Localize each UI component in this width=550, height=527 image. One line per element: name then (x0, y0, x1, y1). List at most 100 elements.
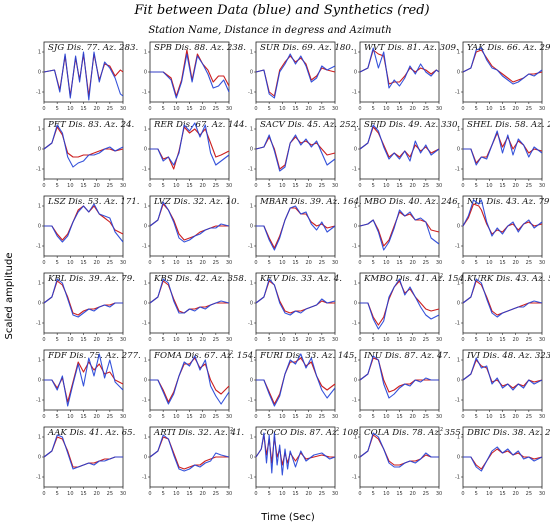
panel-label: FDF Dis. 75. Az. 277. (47, 351, 141, 361)
x-tick-label: 15 (80, 183, 86, 189)
panel: SACV Dis. 45. Az. 252.10-10 5 10 15 20 25 30 (248, 118, 359, 189)
y-tick-label: 1 (457, 50, 460, 56)
x-tick-label: 5 (268, 106, 271, 112)
x-tick-label: 5 (372, 414, 375, 420)
x-tick-label: 30 (436, 337, 442, 343)
x-tick-label: 10 (279, 414, 285, 420)
x-tick-label: 25 (423, 106, 429, 112)
x-tick-label: 10 (383, 106, 389, 112)
synthetic-series-line (43, 280, 123, 316)
x-tick-label: 10 (279, 337, 285, 343)
panel-label: KBS Dis. 42. Az. 358. (153, 274, 247, 284)
data-series-line (462, 278, 543, 318)
x-tick-label: 20 (199, 260, 205, 266)
y-tick-label: 1 (457, 358, 460, 364)
x-tick-label: 15 (396, 106, 402, 112)
synthetic-series-line (150, 126, 230, 170)
y-tick-label: 0 (457, 301, 460, 307)
x-tick-label: 0 (461, 106, 464, 112)
y-tick-label: 0 (250, 70, 253, 76)
x-tick-label: 0 (254, 106, 257, 112)
panel-extra-tick: 2 (440, 427, 443, 433)
x-tick-label: 25 (213, 260, 219, 266)
synthetic-series-line (463, 132, 543, 164)
panel: ARTI Dis. 32. Az. 41.210-10 5 10 15 20 25 30 (142, 426, 244, 497)
y-tick-label: 1 (457, 127, 460, 133)
synthetic-series-line (255, 280, 335, 314)
x-tick-label: 0 (358, 491, 361, 497)
panel-label: INU Dis. 87. Az. 47. (363, 351, 451, 361)
x-tick-label: 20 (512, 414, 518, 420)
x-tick-label: 5 (56, 491, 59, 497)
y-tick-label: 1 (38, 127, 41, 133)
y-tick-label: -1 (455, 398, 460, 404)
x-tick-label: 20 (93, 183, 99, 189)
y-tick-label: -1 (352, 321, 357, 327)
x-tick-label: 5 (162, 260, 165, 266)
data-series-line (255, 134, 336, 172)
x-tick-label: 0 (148, 260, 151, 266)
y-tick-label: 0 (38, 378, 41, 384)
data-series-line (43, 51, 124, 101)
y-tick-label: 0 (457, 455, 460, 461)
x-tick-label: 20 (305, 491, 311, 497)
x-tick-label: 20 (93, 337, 99, 343)
y-tick-label: 1 (354, 50, 357, 56)
y-tick-label: -1 (142, 90, 147, 96)
x-tick-label: 20 (512, 491, 518, 497)
data-series-line (360, 278, 440, 330)
x-tick-label: 25 (423, 491, 429, 497)
panel-label: RER Dis. 67. Az. 144. (153, 120, 247, 130)
panel: SUR Dis. 69. Az. 180.10-10 5 10 15 20 25 30 (248, 41, 354, 112)
panel-label: FOMA Dis. 67. Az. 154. (153, 351, 256, 361)
x-tick-label: 0 (148, 491, 151, 497)
y-tick-label: -1 (36, 321, 41, 327)
x-tick-label: 0 (461, 183, 464, 189)
panel-label: SJG Dis. 77. Az. 283. (48, 43, 138, 53)
y-tick-label: -1 (36, 398, 41, 404)
x-tick-label: 25 (526, 183, 532, 189)
x-tick-label: 5 (475, 414, 478, 420)
y-tick-label: -1 (455, 90, 460, 96)
x-tick-label: 20 (409, 106, 415, 112)
panel: KMBO Dis. 41. Az. 154.210-10 5 10 15 20 25 30 (352, 272, 467, 343)
x-tick-label: 10 (486, 106, 492, 112)
data-series-line (44, 203, 124, 243)
y-tick-label: -1 (36, 475, 41, 481)
x-tick-label: 20 (93, 491, 99, 497)
synthetic-series-line (359, 49, 440, 85)
x-tick-label: 30 (226, 260, 232, 266)
y-tick-label: -1 (352, 167, 357, 173)
data-series-line (44, 353, 124, 407)
x-tick-label: 10 (486, 260, 492, 266)
y-tick-label: 0 (250, 224, 253, 230)
x-tick-label: 10 (279, 106, 285, 112)
x-tick-label: 20 (199, 414, 205, 420)
x-tick-label: 5 (56, 106, 59, 112)
x-tick-label: 30 (332, 491, 338, 497)
x-tick-label: 20 (199, 183, 205, 189)
x-tick-label: 5 (56, 183, 59, 189)
y-tick-label: 0 (354, 70, 357, 76)
x-tick-label: 20 (199, 491, 205, 497)
x-tick-label: 20 (93, 414, 99, 420)
y-tick-label: 1 (144, 127, 147, 133)
x-tick-label: 0 (254, 183, 257, 189)
x-tick-label: 0 (358, 337, 361, 343)
x-tick-label: 15 (80, 337, 86, 343)
x-tick-label: 10 (486, 414, 492, 420)
panel-label: KURK Dis. 43. Az. 53. (466, 274, 550, 284)
panel: COCO Dis. 87. Az. 108.210-10 5 10 15 20 25 30 (248, 426, 361, 497)
x-tick-label: 25 (107, 183, 113, 189)
panel: FURI Dis. 33. Az. 145.10-10 5 10 15 20 25 30 (248, 349, 357, 420)
x-tick-label: 0 (42, 337, 45, 343)
panel: IVI Dis. 48. Az. 323.10-10 5 10 15 20 25 30 (455, 349, 550, 420)
data-series-line (150, 53, 230, 99)
x-tick-label: 30 (436, 260, 442, 266)
x-tick-label: 30 (226, 183, 232, 189)
data-series-line (43, 278, 123, 318)
x-tick-label: 25 (423, 414, 429, 420)
synthetic-series-line (43, 126, 124, 158)
